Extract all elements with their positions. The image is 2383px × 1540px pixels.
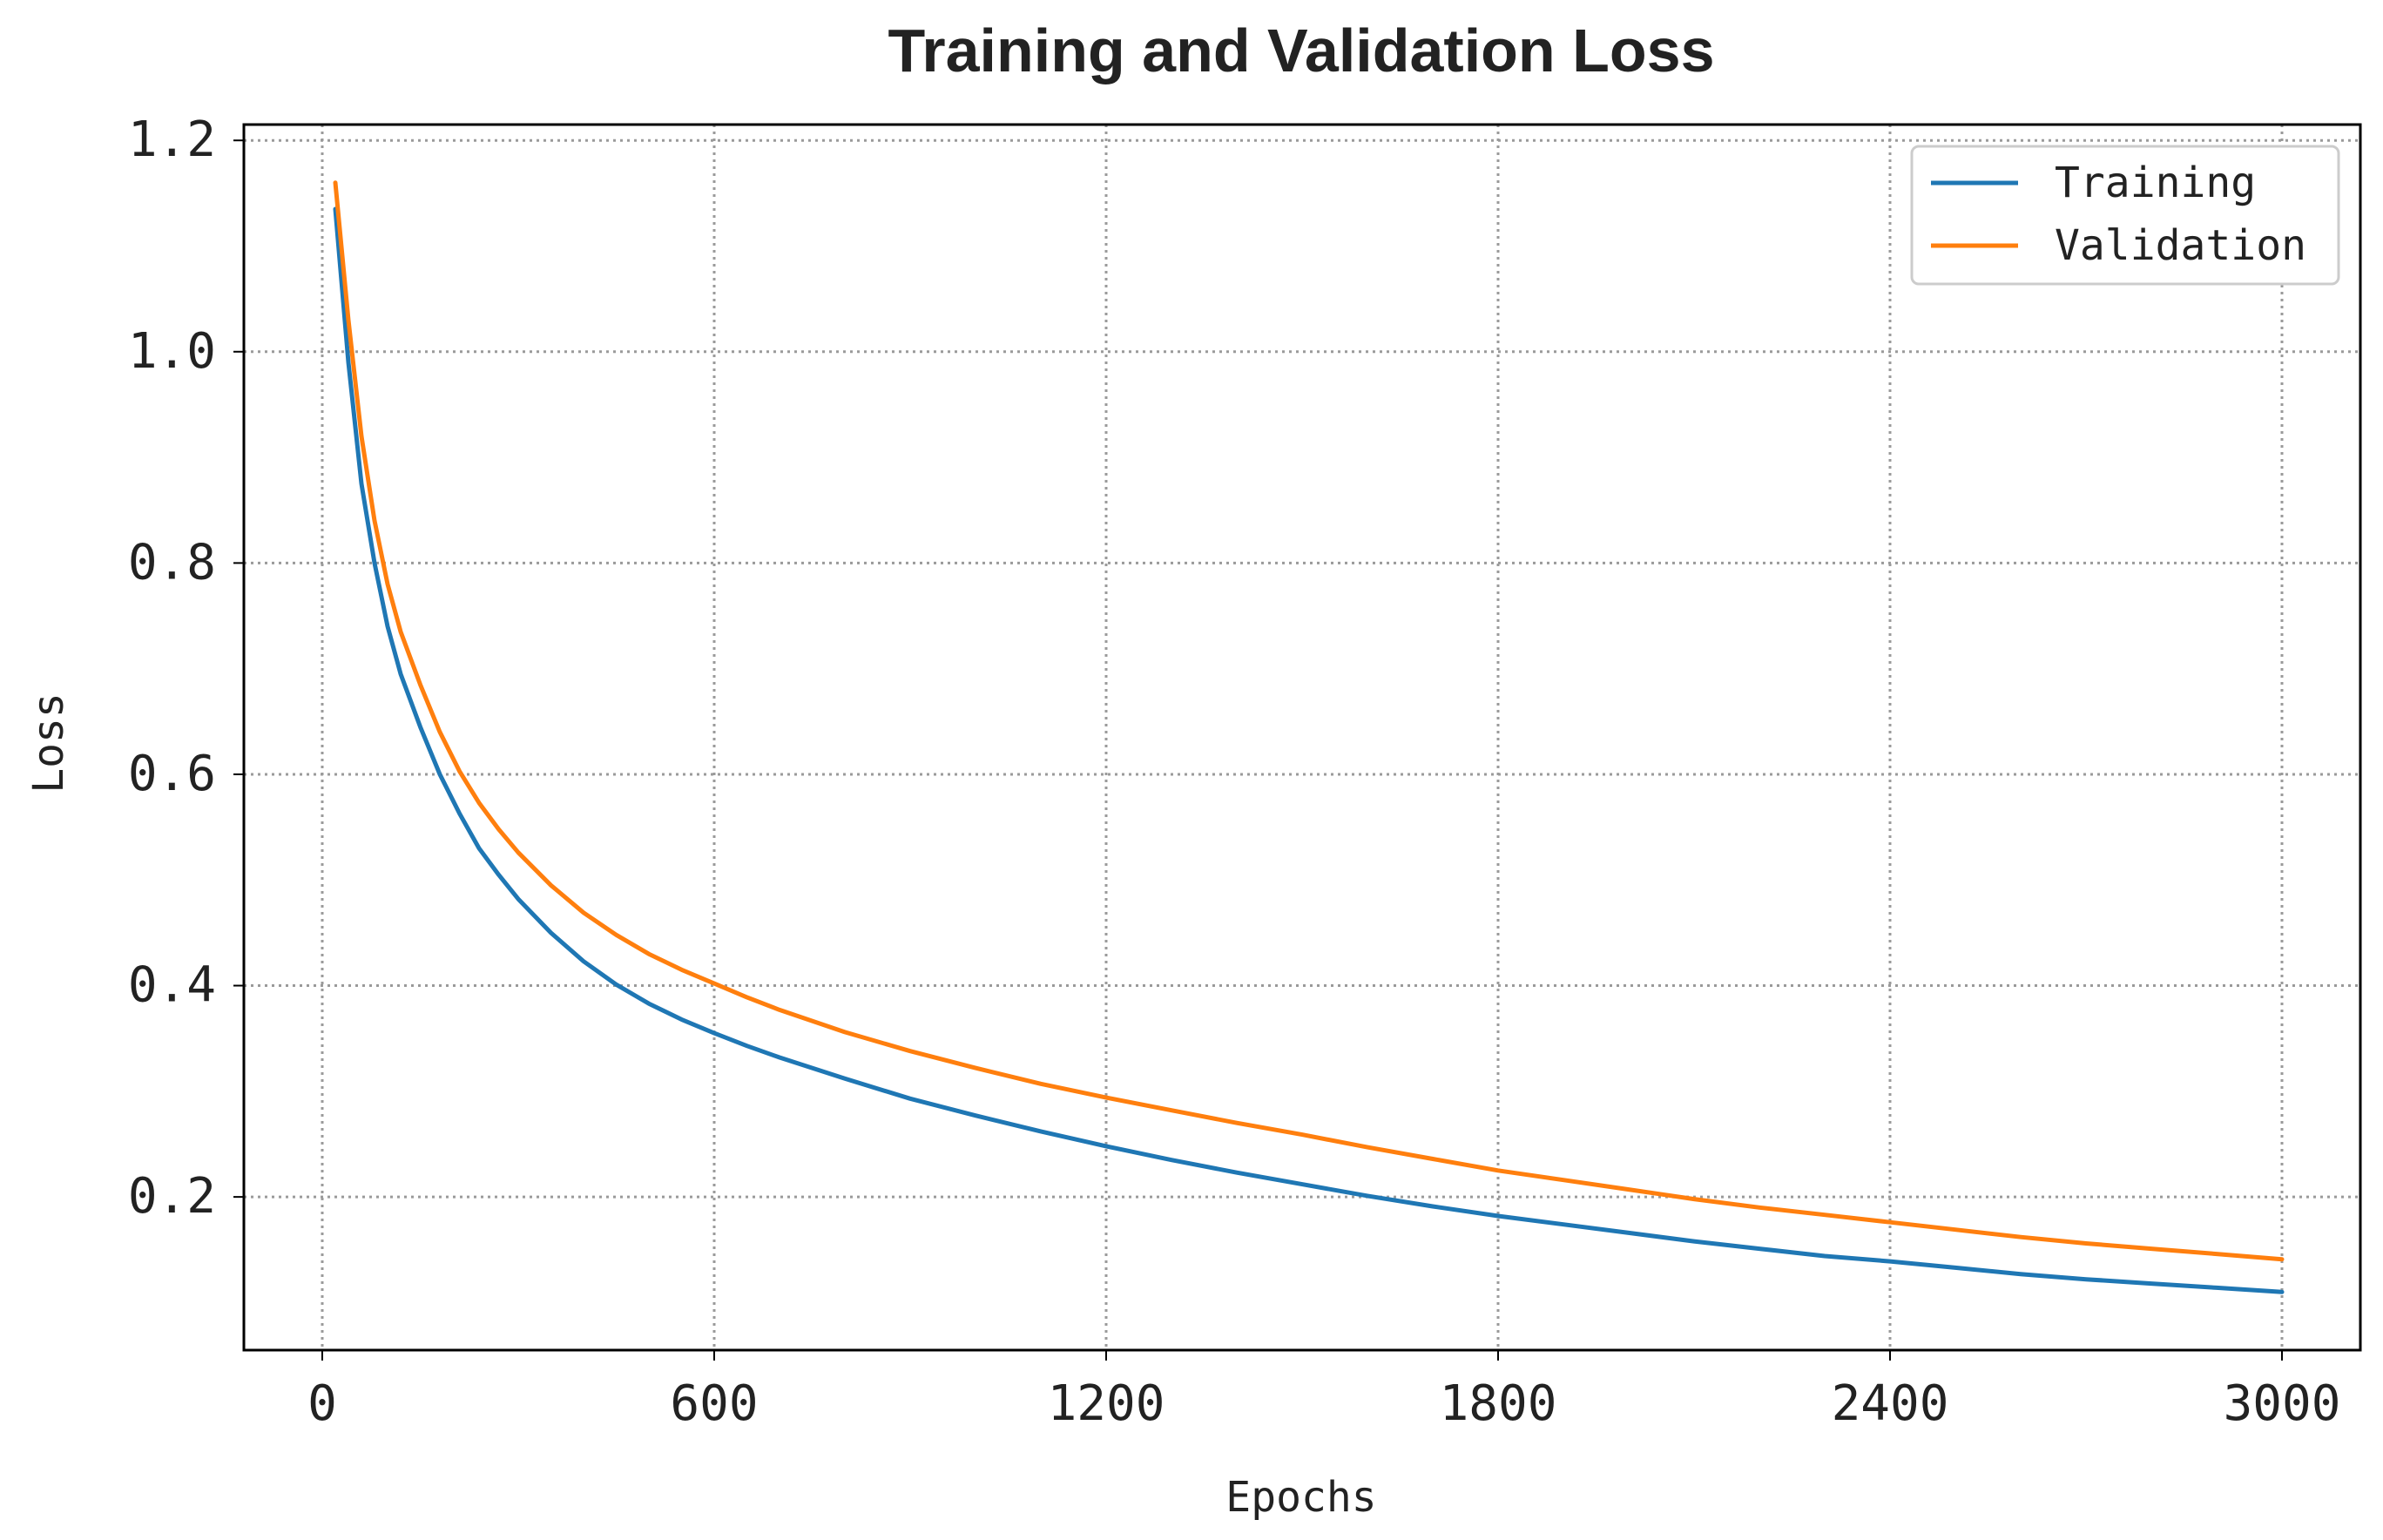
x-tick-label: 3000 [2224,1375,2341,1432]
legend-label-training: Training [2055,159,2256,207]
plot-frame [242,123,2362,1352]
x-tick-label: 0 [307,1375,337,1432]
x-axis-label: Epochs [1225,1473,1376,1522]
y-tick-label: 0.6 [128,746,216,802]
x-tick-label: 1800 [1440,1375,1557,1432]
legend-box [1910,145,2340,286]
y-tick-label: 0.8 [128,534,216,591]
series-lines [333,180,2285,1294]
x-tick-label: 600 [670,1375,758,1432]
y-tick-label: 0.2 [128,1168,216,1225]
y-axis-label: Loss [24,692,73,794]
legend-label-validation: Validation [2055,221,2306,270]
y-tick-label: 1.0 [128,323,216,380]
axis-ticks: 0 600 1200 1800 2400 3000 0.2 0.4 0.6 0.8 1.0 1.2 [128,111,2341,1432]
y-tick-label: 0.4 [128,957,216,1014]
series-line-training [333,206,2285,1294]
grid [244,125,2360,1350]
legend: Training Validation [1910,145,2340,286]
series-line-validation [333,180,2285,1262]
chart-title: Training and Validation Loss [888,17,1714,84]
x-tick-label: 1200 [1048,1375,1165,1432]
x-tick-label: 2400 [1832,1375,1949,1432]
y-tick-label: 1.2 [128,111,216,168]
